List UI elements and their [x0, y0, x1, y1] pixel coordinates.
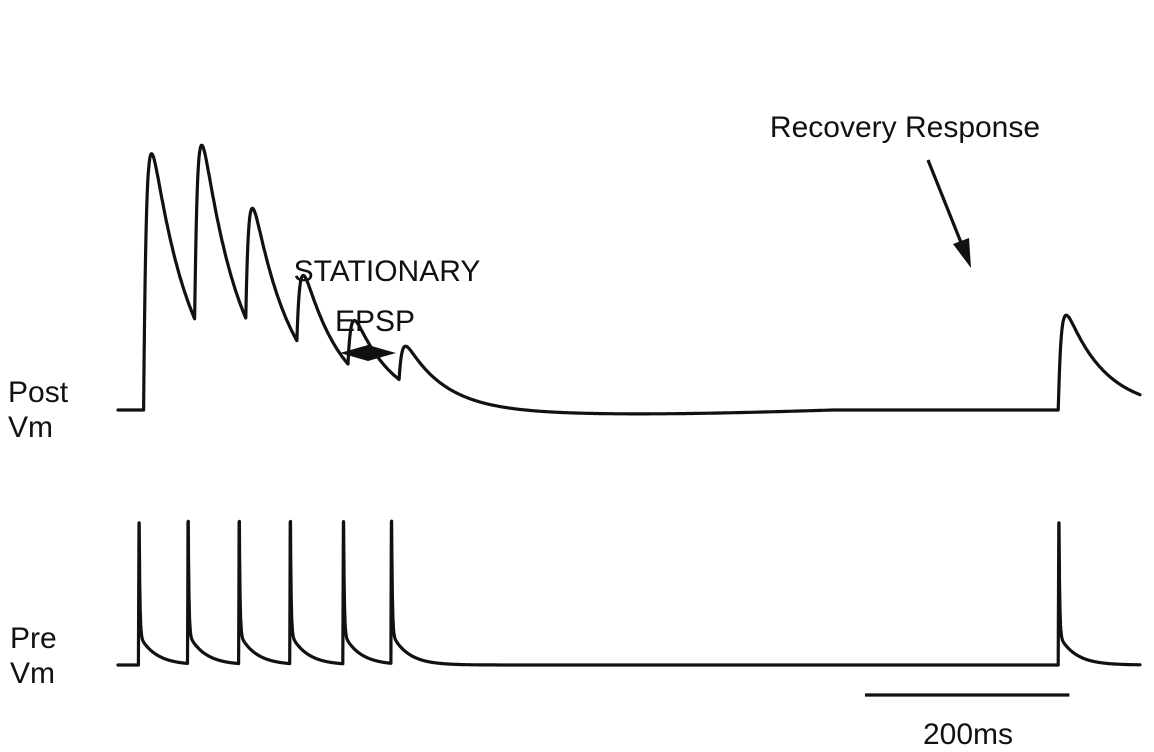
- recovery-arrow-shaft: [926, 159, 964, 246]
- post-vm-trace: [116, 143, 1142, 416]
- pre-label-line1: Pre: [10, 622, 57, 655]
- pre-label-line2: Vm: [10, 657, 55, 690]
- pre-vm-trace: [116, 519, 1142, 667]
- post-label-line2: Vm: [8, 411, 53, 444]
- scale-bar-label: 200ms: [923, 718, 1013, 751]
- epsp-label: EPSP: [335, 305, 415, 338]
- recovery-label: Recovery Response: [770, 111, 1040, 144]
- stationary-label: STATIONARY: [294, 255, 481, 288]
- post-label-line1: Post: [8, 376, 69, 409]
- arrow-head-icon: [953, 238, 971, 268]
- double-arrow-icon: [340, 345, 396, 361]
